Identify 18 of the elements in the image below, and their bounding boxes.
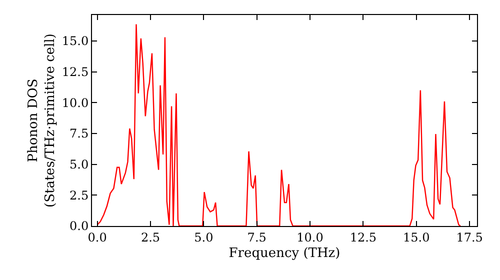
y-axis-title: Phonon DOS (States/THz·primitive cell) <box>26 33 58 208</box>
y-tick-label: 0.0 <box>70 219 89 234</box>
x-axis-title: Frequency (THz) <box>228 246 340 261</box>
x-tick-label: 5.0 <box>194 230 214 244</box>
x-tick-label: 2.5 <box>140 230 160 244</box>
y-tick-label: 10.0 <box>62 96 89 110</box>
line-series <box>96 24 462 226</box>
y-tick-label: 12.5 <box>62 64 89 79</box>
y-tick-label: 7.5 <box>70 126 89 141</box>
x-tick-label: 17.5 <box>456 230 483 244</box>
y-tick-label: 5.0 <box>70 158 89 172</box>
x-tick-label: 15.0 <box>403 230 430 244</box>
x-tick-label: 7.5 <box>247 230 266 244</box>
x-tick-label: 10.0 <box>296 230 324 244</box>
y-tick-label: 2.5 <box>70 188 89 202</box>
x-tick-label: 12.5 <box>350 230 377 244</box>
y-tick-label: 15.0 <box>62 34 89 48</box>
x-tick-label: 0.0 <box>88 230 107 244</box>
